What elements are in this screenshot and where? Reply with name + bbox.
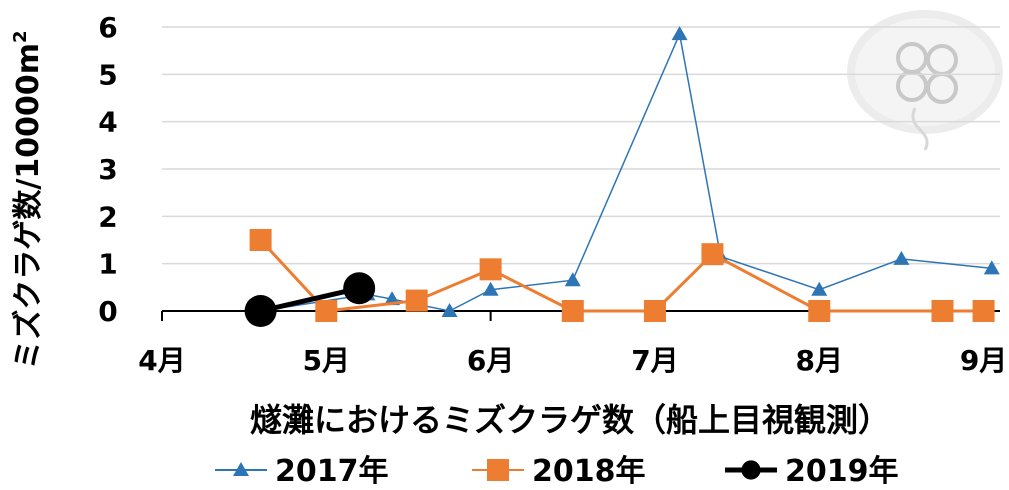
y-tick-label: 2 <box>98 200 117 233</box>
data-point-circle <box>343 272 376 305</box>
series-2018年 <box>249 229 995 322</box>
series-group <box>244 26 1000 327</box>
data-point-triangle <box>564 272 581 287</box>
y-tick-label: 4 <box>98 106 117 139</box>
data-point-square <box>479 258 502 281</box>
x-ticks: 4月 5月 6月 7月 8月 9月 <box>138 311 1007 377</box>
data-point-circle <box>244 295 277 327</box>
y-tick-label: 5 <box>98 58 117 91</box>
data-point-square <box>931 300 954 322</box>
x-tick-label: 9月 <box>960 344 1007 377</box>
data-point-square <box>487 459 509 481</box>
legend-item: 2019年 <box>725 454 899 489</box>
data-point-square <box>561 300 584 322</box>
data-point-triangle <box>893 250 910 265</box>
data-point-triangle <box>983 260 1000 275</box>
y-axis-label-sup: 2 <box>10 30 31 43</box>
data-point-circle <box>741 460 761 480</box>
data-point-square <box>808 300 831 322</box>
y-axis-label-main: ミズクラゲ数/10000m <box>11 43 46 370</box>
y-tick-label: 1 <box>98 248 117 281</box>
legend: 2017年 2018年 2019年 <box>215 454 899 489</box>
data-point-square <box>249 229 272 251</box>
data-point-square <box>972 300 995 322</box>
y-tick-label: 0 <box>98 295 117 328</box>
y-tick-label: 6 <box>98 11 117 44</box>
y-tick-labels: 0 1 2 3 4 5 6 <box>98 11 117 328</box>
legend-item: 2018年 <box>472 454 646 489</box>
x-axis-label: 燧灘におけるミズクラゲ数（船上目視観測） <box>250 401 890 439</box>
series-line <box>260 285 360 314</box>
data-point-triangle <box>671 26 688 41</box>
x-tick-label: 8月 <box>796 344 843 377</box>
legend-label: 2018年 <box>532 454 646 489</box>
data-point-square <box>405 289 428 312</box>
y-tick-label: 3 <box>98 153 117 186</box>
series-2019年 <box>244 272 376 327</box>
data-point-triangle <box>233 462 249 476</box>
data-point-triangle <box>811 281 828 296</box>
legend-label: 2017年 <box>275 454 389 489</box>
x-tick-label: 4月 <box>138 344 185 377</box>
data-point-triangle <box>482 281 499 296</box>
x-tick-label: 7月 <box>631 344 678 377</box>
data-point-square <box>643 300 666 322</box>
x-tick-label: 5月 <box>303 344 350 377</box>
legend-label: 2019年 <box>785 454 899 489</box>
legend-item: 2017年 <box>215 454 389 489</box>
y-axis-label: ミズクラゲ数/10000m2 <box>10 30 46 369</box>
data-point-square <box>701 243 724 266</box>
jellyfish-image <box>847 10 1003 151</box>
series-line <box>259 238 984 313</box>
grid-lines <box>162 26 1000 265</box>
data-point-triangle <box>441 303 458 317</box>
x-tick-label: 6月 <box>467 344 514 377</box>
data-point-square <box>315 300 338 322</box>
